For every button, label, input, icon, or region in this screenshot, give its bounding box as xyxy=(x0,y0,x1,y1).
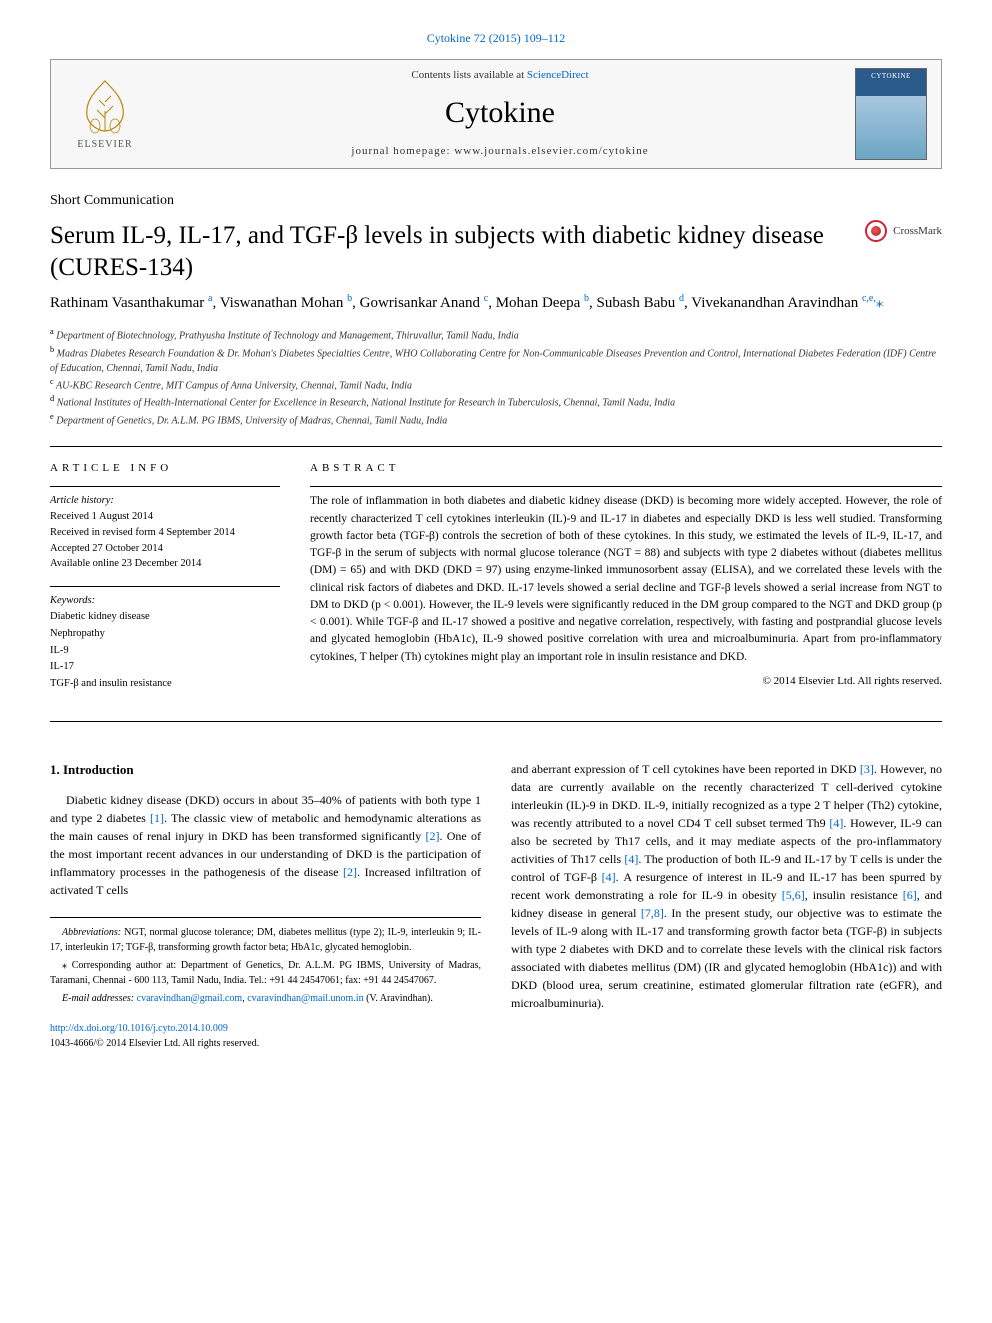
keywords-label: Keywords: xyxy=(50,593,280,609)
body-column-left: 1. Introduction Diabetic kidney disease … xyxy=(50,760,481,1051)
abbrev-label: Abbreviations: xyxy=(62,927,121,938)
crossmark-badge[interactable]: CrossMark xyxy=(865,220,942,242)
corresponding-author-footnote: ⁎ Corresponding author at: Department of… xyxy=(50,959,481,988)
intro-para-left: Diabetic kidney disease (DKD) occurs in … xyxy=(50,791,481,899)
divider-top xyxy=(50,446,942,447)
citation-link[interactable]: Cytokine 72 (2015) 109–112 xyxy=(50,30,942,47)
elsevier-logo[interactable]: ELSEVIER xyxy=(65,69,145,159)
keyword: IL-17 xyxy=(50,659,280,676)
affiliations: a Department of Biotechnology, Prathyush… xyxy=(50,326,942,428)
abstract-text: The role of inflammation in both diabete… xyxy=(310,493,942,666)
section-1-heading: 1. Introduction xyxy=(50,760,481,780)
email-footnote: E-mail addresses: cvaravindhan@gmail.com… xyxy=(50,992,481,1007)
ref-link[interactable]: [2] xyxy=(343,865,357,879)
corr-text: Corresponding author at: Department of G… xyxy=(50,960,481,986)
divider-bottom xyxy=(50,721,942,722)
article-info-heading: article info xyxy=(50,461,280,476)
email-link-1[interactable]: cvaravindhan@gmail.com xyxy=(137,993,243,1004)
crossmark-icon xyxy=(865,220,887,242)
contents-available: Contents lists available at ScienceDirec… xyxy=(145,68,855,83)
authors-line: Rathinam Vasanthakumar a, Viswanathan Mo… xyxy=(50,291,942,315)
history-label: Article history: xyxy=(50,493,280,509)
crossmark-label: CrossMark xyxy=(893,224,942,239)
keyword: TGF-β and insulin resistance xyxy=(50,676,280,693)
intro-para-right: and aberrant expression of T cell cytoki… xyxy=(511,760,942,1012)
issn-copyright: 1043-4666/© 2014 Elsevier Ltd. All right… xyxy=(50,1038,259,1049)
ref-link[interactable]: [4] xyxy=(624,852,638,866)
affiliation-line: d National Institutes of Health-Internat… xyxy=(50,393,942,410)
elsevier-label: ELSEVIER xyxy=(77,138,132,152)
affiliation-line: b Madras Diabetes Research Foundation & … xyxy=(50,344,942,376)
history-line: Received 1 August 2014 xyxy=(50,509,280,525)
history-line: Accepted 27 October 2014 xyxy=(50,541,280,557)
doi-link[interactable]: http://dx.doi.org/10.1016/j.cyto.2014.10… xyxy=(50,1023,228,1034)
abbreviations-footnote: Abbreviations: NGT, normal glucose toler… xyxy=(50,926,481,955)
ref-link[interactable]: [4] xyxy=(602,870,616,884)
journal-header: ELSEVIER Contents lists available at Sci… xyxy=(50,59,942,169)
ref-link[interactable]: [2] xyxy=(426,829,440,843)
affiliation-line: a Department of Biotechnology, Prathyush… xyxy=(50,326,942,343)
ref-link[interactable]: [6] xyxy=(903,888,917,902)
ref-link[interactable]: [1] xyxy=(150,811,164,825)
sciencedirect-link[interactable]: ScienceDirect xyxy=(527,69,589,81)
article-info: article info Article history: Received 1… xyxy=(50,461,280,707)
history-line: Available online 23 December 2014 xyxy=(50,556,280,572)
header-center: Contents lists available at ScienceDirec… xyxy=(145,68,855,159)
journal-name: Cytokine xyxy=(145,92,855,134)
journal-cover-thumb[interactable] xyxy=(855,68,927,160)
ref-link[interactable]: [5,6] xyxy=(782,888,805,902)
keyword: Diabetic kidney disease xyxy=(50,609,280,626)
ref-link[interactable]: [4] xyxy=(829,816,843,830)
article-title: Serum IL-9, IL-17, and TGF-β levels in s… xyxy=(50,220,865,283)
article-history: Article history: Received 1 August 2014R… xyxy=(50,493,280,572)
body-column-right: and aberrant expression of T cell cytoki… xyxy=(511,760,942,1051)
elsevier-tree-icon xyxy=(75,76,135,136)
affiliation-line: e Department of Genetics, Dr. A.L.M. PG … xyxy=(50,411,942,428)
info-rule-2 xyxy=(50,586,280,587)
abstract: abstract The role of inflammation in bot… xyxy=(310,461,942,707)
email-label: E-mail addresses: xyxy=(62,993,134,1004)
keyword: Nephropathy xyxy=(50,626,280,643)
info-rule-1 xyxy=(50,486,280,487)
email-tail: (V. Aravindhan). xyxy=(364,993,433,1004)
keyword: IL-9 xyxy=(50,643,280,660)
history-line: Received in revised form 4 September 201… xyxy=(50,525,280,541)
journal-homepage[interactable]: journal homepage: www.journals.elsevier.… xyxy=(145,144,855,159)
affiliation-line: c AU-KBC Research Centre, MIT Campus of … xyxy=(50,376,942,393)
email-link-2[interactable]: cvaravindhan@mail.unom.in xyxy=(247,993,363,1004)
abstract-copyright: © 2014 Elsevier Ltd. All rights reserved… xyxy=(310,674,942,689)
keywords-block: Keywords: Diabetic kidney diseaseNephrop… xyxy=(50,593,280,693)
contents-prefix: Contents lists available at xyxy=(411,69,526,81)
ref-link[interactable]: [3] xyxy=(860,762,874,776)
doi-block: http://dx.doi.org/10.1016/j.cyto.2014.10… xyxy=(50,1021,481,1051)
ref-link[interactable]: [7,8] xyxy=(641,906,664,920)
article-type: Short Communication xyxy=(50,191,942,211)
abstract-heading: abstract xyxy=(310,461,942,476)
footnotes: Abbreviations: NGT, normal glucose toler… xyxy=(50,917,481,1007)
abstract-rule xyxy=(310,486,942,487)
